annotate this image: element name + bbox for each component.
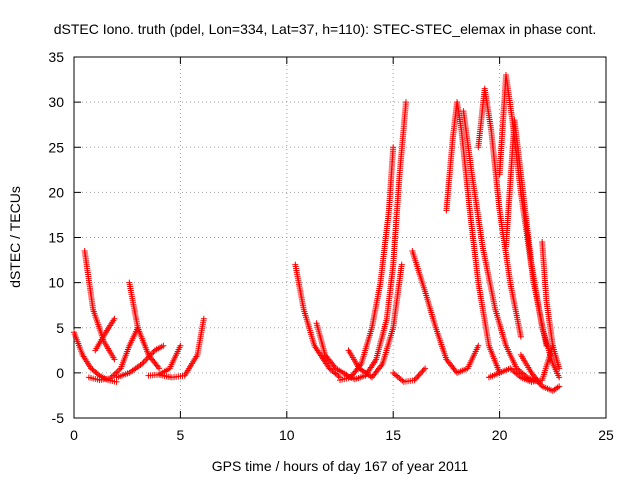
chart-title: dSTEC Iono. truth (pdel, Lon=334, Lat=37… — [54, 21, 597, 37]
data-point — [549, 342, 556, 349]
x-tick-label: 25 — [598, 427, 614, 443]
x-tick-label: 15 — [385, 427, 401, 443]
y-tick-label: 35 — [48, 49, 64, 65]
y-tick-label: 30 — [48, 94, 64, 110]
data-point — [556, 383, 563, 390]
data-point — [414, 374, 421, 381]
data-point — [556, 374, 563, 381]
data-point — [419, 368, 426, 375]
data-point — [177, 342, 184, 349]
data-point — [141, 357, 148, 364]
data-point — [390, 144, 397, 151]
data-point — [156, 365, 163, 372]
data-point — [416, 371, 423, 378]
x-axis-label: GPS time / hours of day 167 of year 2011 — [212, 458, 469, 474]
data-point — [415, 372, 422, 379]
data-point — [140, 359, 147, 366]
axis-ticks — [73, 56, 607, 419]
data-point — [420, 366, 427, 373]
data-point — [517, 333, 524, 340]
data-point — [475, 342, 482, 349]
y-tick-label: 25 — [48, 139, 64, 155]
data-point — [418, 369, 425, 376]
data-point — [111, 356, 118, 363]
y-tick-labels: -5 0 5 10 15 20 25 30 35 — [48, 49, 64, 426]
data-point — [412, 375, 419, 382]
data-point — [556, 365, 563, 372]
data-point — [200, 315, 207, 322]
data-point — [160, 342, 167, 349]
x-tick-labels: 0 5 10 15 20 25 — [70, 427, 614, 443]
x-tick-label: 5 — [177, 427, 185, 443]
y-tick-label: 15 — [48, 230, 64, 246]
x-tick-label: 20 — [492, 427, 508, 443]
y-tick-label: 0 — [56, 365, 64, 381]
y-tick-label: 10 — [48, 275, 64, 291]
y-tick-label: 20 — [48, 184, 64, 200]
data-point — [95, 371, 102, 378]
x-tick-label: 0 — [70, 427, 78, 443]
data-point — [111, 315, 118, 322]
data-point — [422, 365, 429, 372]
y-tick-label: -5 — [52, 410, 65, 426]
data-point — [411, 377, 418, 384]
y-tick-label: 5 — [56, 320, 64, 336]
data-point — [402, 99, 409, 106]
data-point — [398, 261, 405, 268]
data-points — [71, 72, 563, 394]
y-axis-label: dSTEC / TECUs — [7, 186, 23, 288]
x-tick-label: 10 — [279, 427, 295, 443]
